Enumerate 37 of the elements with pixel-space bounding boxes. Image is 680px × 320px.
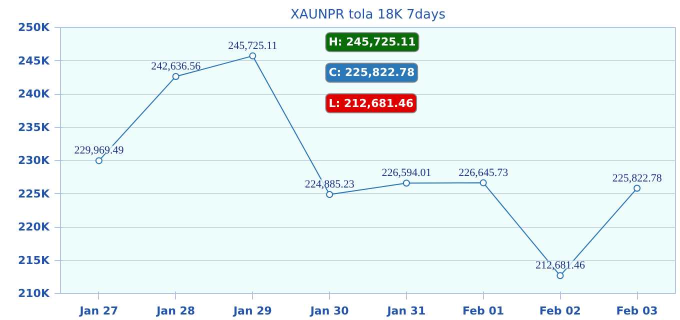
- point: [402, 180, 410, 187]
- x-tick-label: Jan 30: [309, 304, 350, 318]
- point: [480, 179, 487, 186]
- data-label: 212,681.46: [535, 260, 586, 272]
- data-label: 229,969.49: [74, 144, 124, 157]
- y-tick-label: 225K: [18, 187, 50, 200]
- x-tick-label: Feb 03: [616, 304, 658, 318]
- y-tick-label: 250K: [18, 21, 50, 34]
- data-label: 226,594.01: [382, 167, 432, 180]
- point: [634, 184, 641, 192]
- x-tick-label: Feb 02: [539, 304, 581, 318]
- data-label: 224,885.23: [304, 178, 355, 191]
- x-tick-label: Jan 31: [386, 304, 426, 318]
- point: [556, 272, 564, 280]
- data-label: 242,636.56: [151, 60, 202, 72]
- y-tick-label: 210K: [18, 287, 50, 300]
- y-tick-label: 240K: [18, 88, 50, 100]
- data-label: 226,645.73: [458, 166, 509, 179]
- y-tick-label: 235K: [18, 120, 50, 134]
- chart-title: XAUNPR tola 18K 7days: [290, 8, 446, 22]
- data-label: 225,822.78: [612, 172, 662, 184]
- y-tick-label: 220K: [18, 220, 50, 234]
- point: [95, 157, 102, 164]
- annotation: C: 225,822.78: [328, 66, 415, 80]
- point: [326, 191, 334, 198]
- x-tick-label: Jan 28: [156, 304, 196, 318]
- y-tick-label: 215K: [18, 254, 50, 267]
- x-tick-label: Feb 01: [462, 304, 504, 318]
- x-tick-label: Jan 27: [78, 304, 118, 318]
- point: [172, 72, 180, 80]
- annotation: L: 212,681.46: [328, 96, 414, 110]
- y-tick-label: 245K: [18, 54, 50, 68]
- x-tick-label: Jan 29: [232, 304, 272, 318]
- annotation: H: 245,725.11: [328, 36, 416, 49]
- y-tick-label: 230K: [18, 154, 50, 167]
- data-label: 245,725.11: [228, 40, 278, 52]
- point: [249, 52, 256, 60]
